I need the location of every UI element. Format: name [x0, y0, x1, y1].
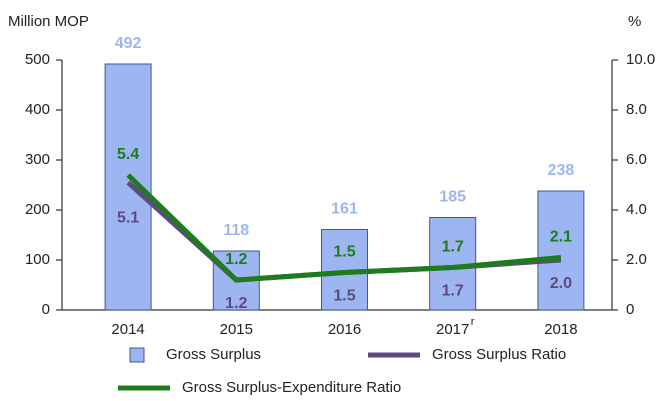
- bar: [104, 63, 152, 311]
- legend-label: Gross Surplus Ratio: [432, 346, 566, 363]
- x-tick-label: 2018: [544, 321, 577, 338]
- y-tick-label: 500: [25, 51, 50, 68]
- line-value-label: 2.0: [550, 275, 572, 292]
- y2-tick-label: 8.0: [626, 101, 647, 118]
- bar-value-label: 238: [548, 162, 575, 179]
- y2-tick-label: 2.0: [626, 251, 647, 268]
- y-tick-label: 0: [42, 301, 50, 318]
- x-tick-label: 2015: [220, 321, 253, 338]
- line-value-label: 1.2: [225, 295, 247, 312]
- y-tick-label: 200: [25, 201, 50, 218]
- line-value-label: 1.2: [225, 251, 247, 268]
- x-tick-note: r: [471, 316, 475, 328]
- y-tick-label: 400: [25, 101, 50, 118]
- bar: [537, 190, 585, 311]
- line-value-label: 1.5: [333, 244, 355, 261]
- x-tick-label: 2017: [436, 321, 469, 338]
- line-value-label: 1.7: [442, 239, 464, 256]
- x-tick-label: 2014: [111, 321, 144, 338]
- legend-swatch: [129, 347, 145, 363]
- line-value-label: 2.1: [550, 229, 572, 246]
- y2-tick-label: 0: [626, 301, 634, 318]
- legend-label: Gross Surplus-Expenditure Ratio: [182, 379, 401, 396]
- y2-axis-title: %: [628, 13, 641, 30]
- bar-value-label: 118: [223, 222, 249, 239]
- line-value-label: 1.5: [333, 288, 355, 305]
- y-tick-label: 100: [25, 251, 50, 268]
- bar-value-label: 185: [439, 189, 466, 206]
- line-value-label: 5.4: [117, 146, 139, 163]
- legend-label: Gross Surplus: [166, 346, 261, 363]
- line-value-label: 1.7: [442, 283, 464, 300]
- y2-tick-label: 4.0: [626, 201, 647, 218]
- y2-tick-label: 10.0: [626, 51, 655, 68]
- y-tick-label: 300: [25, 151, 50, 168]
- x-tick-label: 2016: [328, 321, 361, 338]
- y2-tick-label: 6.0: [626, 151, 647, 168]
- line: [126, 173, 562, 283]
- y-axis-title: Million MOP: [8, 13, 89, 30]
- bar-value-label: 161: [331, 201, 358, 218]
- line-value-label: 5.1: [117, 210, 139, 227]
- bar-value-label: 492: [115, 35, 142, 52]
